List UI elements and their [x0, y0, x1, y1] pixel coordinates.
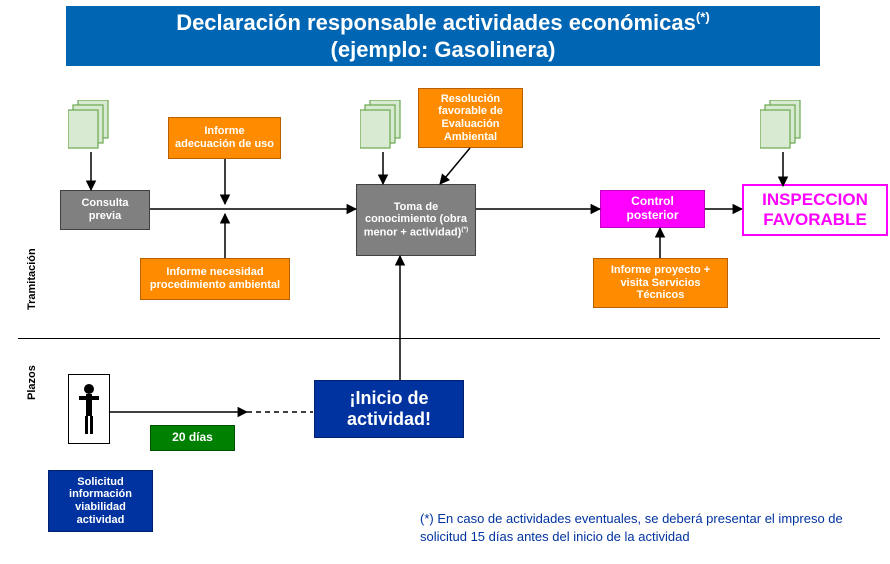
node-solicitud: Solicitud información viabilidad activid…: [48, 470, 153, 532]
title-line1: Declaración responsable actividades econ…: [176, 10, 696, 35]
axis-plazos: Plazos: [26, 365, 38, 400]
node-informe-necesidad: Informe necesidad procedimiento ambienta…: [140, 258, 290, 300]
node-favorable: INSPECCION FAVORABLE: [742, 184, 888, 236]
axis-tramitacion: Tramitación: [26, 248, 38, 310]
node-inicio: ¡Inicio de actividad!: [314, 380, 464, 438]
node-control: Control posterior: [600, 190, 705, 228]
doc-icon-1: [360, 100, 406, 152]
node-informe-proyecto: Informe proyecto + visita Servicios Técn…: [593, 258, 728, 308]
diagram-title: Declaración responsable actividades econ…: [66, 6, 820, 66]
footnote: (*) En caso de actividades eventuales, s…: [420, 510, 870, 545]
title-line2: (ejemplo: Gasolinera): [331, 37, 556, 62]
node-informe-adecuacion: Informe adecuación de uso: [168, 117, 281, 159]
doc-icon-2: [760, 100, 806, 152]
doc-icon-0: [68, 100, 114, 152]
section-divider: [18, 338, 880, 339]
node-20dias: 20 días: [150, 425, 235, 451]
node-toma: Toma de conocimiento (obra menor + activ…: [356, 184, 476, 256]
person-icon: [68, 374, 110, 444]
node-consulta-previa: Consulta previa: [60, 190, 150, 230]
node-resolucion: Resolución favorable de Evaluación Ambie…: [418, 88, 523, 148]
title-sup: (*): [696, 9, 710, 24]
